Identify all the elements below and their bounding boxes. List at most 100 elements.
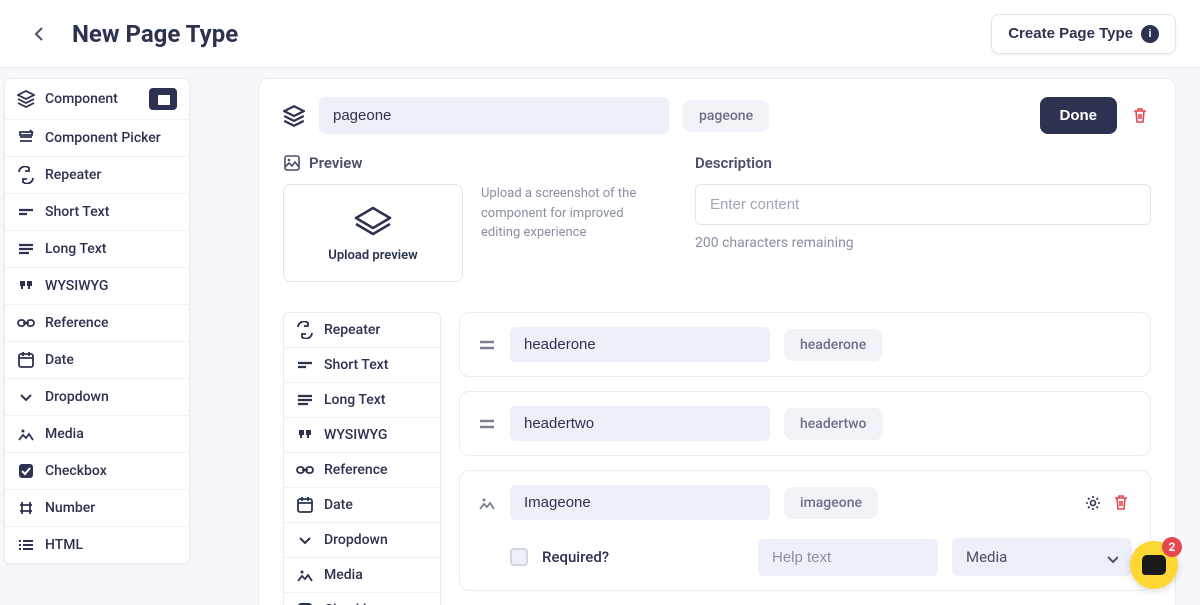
short-icon	[296, 356, 314, 374]
inner-field-types-sidebar: Repeater Short Text Long Text WYSIWYG Refere…	[283, 312, 441, 605]
sidebar-item-date[interactable]: Date	[284, 488, 440, 523]
upload-hint: Upload a screenshot of the component for…	[481, 184, 641, 243]
delete-component-button[interactable]	[1131, 106, 1151, 126]
chat-widget[interactable]: 2	[1130, 541, 1178, 589]
sidebar-item-label: Dropdown	[324, 532, 388, 548]
sidebar-item-label: Long Text	[324, 392, 385, 408]
sidebar-item-long-text[interactable]: Long Text	[5, 231, 189, 268]
fields-column: headerone headertwo imageone Required? M…	[459, 312, 1151, 605]
upload-preview-box[interactable]: Upload preview	[283, 184, 463, 282]
sidebar-item-label: Media	[324, 567, 363, 583]
field-card: headertwo	[459, 391, 1151, 456]
calendar-icon	[17, 351, 35, 369]
sidebar-item-media[interactable]: Media	[5, 416, 189, 453]
image-icon	[17, 425, 35, 443]
image-frame-icon	[283, 154, 301, 172]
image-icon	[296, 566, 314, 584]
help-text-input[interactable]	[758, 539, 938, 576]
sidebar-item-wysiwyg[interactable]: WYSIWYG	[5, 268, 189, 305]
chevron-down-icon	[1104, 550, 1118, 564]
calendar-icon	[296, 496, 314, 514]
header: New Page Type Create Page Type i	[0, 0, 1200, 68]
drag-handle-icon[interactable]	[478, 336, 496, 354]
sidebar-item-dropdown[interactable]: Dropdown	[284, 523, 440, 558]
gear-icon[interactable]	[1084, 494, 1102, 512]
component-card: pageone Done Preview Upload	[258, 78, 1176, 605]
preview-label: Preview	[283, 154, 663, 172]
layers-icon	[17, 90, 35, 108]
sidebar-item-wysiwyg[interactable]: WYSIWYG	[284, 418, 440, 453]
book-icon	[149, 88, 177, 110]
check-icon	[17, 462, 35, 480]
sidebar-item-reference[interactable]: Reference	[284, 453, 440, 488]
done-button[interactable]: Done	[1040, 97, 1118, 134]
sidebar-item-checkbox[interactable]: Checkbox	[284, 593, 440, 605]
sidebar-item-reference[interactable]: Reference	[5, 305, 189, 342]
sidebar-item-component[interactable]: Component	[5, 79, 189, 120]
link-icon	[17, 314, 35, 332]
page-title: New Page Type	[72, 20, 238, 48]
long-icon	[17, 240, 35, 258]
sidebar-item-checkbox[interactable]: Checkbox	[5, 453, 189, 490]
sidebar-item-label: Date	[324, 497, 353, 513]
sidebar-item-label: Repeater	[324, 322, 380, 338]
chat-icon	[1142, 555, 1166, 575]
delete-field-button[interactable]	[1112, 493, 1132, 513]
repeat-icon	[296, 321, 314, 339]
field-header: headertwo	[478, 406, 1132, 441]
field-slug: headertwo	[784, 408, 883, 440]
sidebar-item-label: Short Text	[324, 357, 388, 373]
sidebar-item-label: Reference	[324, 462, 388, 478]
link-icon	[296, 461, 314, 479]
sidebar-item-media[interactable]: Media	[284, 558, 440, 593]
required-label: Required?	[542, 548, 609, 566]
field-name-input[interactable]	[510, 406, 770, 441]
sidebar-item-long-text[interactable]: Long Text	[284, 383, 440, 418]
sidebar-item-short-text[interactable]: Short Text	[284, 348, 440, 383]
sidebar-item-label: Component Picker	[45, 130, 161, 146]
header-left: New Page Type	[24, 18, 238, 50]
field-header: headerone	[478, 327, 1132, 362]
sidebar-item-html[interactable]: HTML	[5, 527, 189, 563]
create-label: Create Page Type	[1008, 25, 1133, 42]
field-type-select[interactable]: Media	[952, 538, 1132, 576]
sidebar-item-component-picker[interactable]: Component Picker	[5, 120, 189, 157]
quote-icon	[296, 426, 314, 444]
chat-badge: 2	[1162, 537, 1182, 557]
drag-handle-icon[interactable]	[478, 415, 496, 433]
sidebar-item-label: WYSIWYG	[45, 278, 108, 294]
sidebar-item-number[interactable]: Number	[5, 490, 189, 527]
sidebar-item-label: Media	[45, 426, 84, 442]
component-header: pageone Done	[283, 97, 1151, 134]
sidebar-item-dropdown[interactable]: Dropdown	[5, 379, 189, 416]
description-section: Description 200 characters remaining	[695, 154, 1151, 282]
info-icon: i	[1141, 25, 1159, 43]
fields-area: Repeater Short Text Long Text WYSIWYG Refere…	[283, 312, 1151, 605]
create-page-type-button[interactable]: Create Page Type i	[991, 14, 1176, 54]
back-button[interactable]	[24, 18, 56, 50]
sidebar-item-repeater[interactable]: Repeater	[284, 313, 440, 348]
field-name-input[interactable]	[510, 327, 770, 362]
chevron-icon	[296, 531, 314, 549]
sidebar-item-label: Component	[45, 91, 118, 107]
component-slug: pageone	[683, 100, 769, 132]
drag-handle-icon[interactable]	[478, 494, 496, 512]
required-checkbox[interactable]	[510, 548, 528, 566]
picker-icon	[17, 129, 35, 147]
field-name-input[interactable]	[510, 485, 770, 520]
sidebar-item-label: Short Text	[45, 204, 109, 220]
component-name-input[interactable]	[319, 97, 669, 134]
chevron-icon	[17, 388, 35, 406]
sidebar-item-label: Dropdown	[45, 389, 109, 405]
field-header: imageone	[478, 485, 1132, 520]
meta-row: Preview Upload preview Upload a screensh…	[283, 154, 1151, 282]
sidebar-item-label: Checkbox	[45, 463, 107, 479]
quote-icon	[17, 277, 35, 295]
sidebar-item-repeater[interactable]: Repeater	[5, 157, 189, 194]
sidebar-item-short-text[interactable]: Short Text	[5, 194, 189, 231]
sidebar-item-label: Date	[45, 352, 74, 368]
sidebar-item-label: Long Text	[45, 241, 106, 257]
sidebar-item-label: Repeater	[45, 167, 101, 183]
description-input[interactable]	[695, 184, 1151, 225]
sidebar-item-date[interactable]: Date	[5, 342, 189, 379]
